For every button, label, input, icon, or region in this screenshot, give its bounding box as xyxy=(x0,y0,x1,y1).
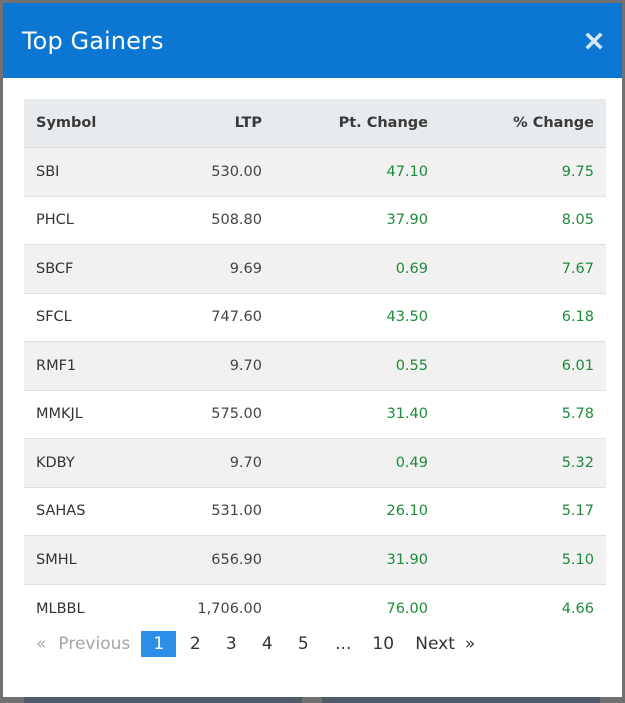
page-button-3[interactable]: 3 xyxy=(225,634,237,654)
table-row[interactable]: SBI 530.00 47.10 9.75 xyxy=(24,147,606,197)
cell-pct-change: 5.32 xyxy=(440,438,606,488)
table-row[interactable]: SBCF 9.69 0.69 7.67 xyxy=(24,244,606,294)
gainers-table-container: Symbol LTP Pt. Change % Change SBI 530.00… xyxy=(24,99,606,633)
cell-pt-change: 31.90 xyxy=(274,535,440,585)
gainers-table: Symbol LTP Pt. Change % Change SBI 530.00… xyxy=(24,99,606,633)
cell-ltp: 747.60 xyxy=(164,293,274,342)
cell-pct-change: 5.17 xyxy=(440,487,606,536)
column-header-ltp[interactable]: LTP xyxy=(164,99,274,148)
cell-pt-change: 76.00 xyxy=(386,600,428,617)
column-header-symbol[interactable]: Symbol xyxy=(24,99,164,148)
cell-pct-change: 5.78 xyxy=(440,390,606,439)
close-button[interactable] xyxy=(583,30,605,52)
cell-pt-change: 37.90 xyxy=(274,196,440,245)
cell-pt-change: 31.40 xyxy=(274,390,440,439)
cell-pct-change: 5.10 xyxy=(440,535,606,585)
table-row[interactable]: SAHAS 531.00 26.10 5.17 xyxy=(24,487,606,536)
cell-symbol[interactable]: SAHAS xyxy=(24,487,164,536)
background-bar xyxy=(24,697,302,703)
cell-ltp: 530.00 xyxy=(164,147,274,197)
table-row[interactable]: KDBY 9.70 0.49 5.32 xyxy=(24,438,606,488)
modal-header: Top Gainers xyxy=(3,3,622,78)
cell-pct-change: 6.18 xyxy=(440,293,606,342)
cell-ltp: 9.69 xyxy=(164,244,274,294)
cell-pt-change: 26.10 xyxy=(274,487,440,536)
cell-ltp: 9.70 xyxy=(164,438,274,488)
page-button-1[interactable]: 1 xyxy=(141,631,177,657)
cell-ltp: 656.90 xyxy=(164,535,274,585)
previous-label: Previous xyxy=(58,634,131,654)
cell-ltp: 508.80 xyxy=(164,196,274,245)
cell-symbol[interactable]: SMHL xyxy=(24,535,164,585)
table-row[interactable]: SFCL 747.60 43.50 6.18 xyxy=(24,293,606,342)
cell-pt-change: 47.10 xyxy=(274,147,440,197)
next-page-button[interactable]: Next » xyxy=(401,631,481,657)
cell-symbol[interactable]: MMKJL xyxy=(24,390,164,439)
double-chevron-right-icon: » xyxy=(464,634,476,654)
column-header-pct-change[interactable]: % Change xyxy=(440,99,606,148)
modal-title: Top Gainers xyxy=(22,26,164,55)
cell-symbol[interactable]: KDBY xyxy=(24,438,164,488)
table-row[interactable]: MLBBL 1,706.00 76.00 4.66 xyxy=(24,584,606,633)
cell-pt-change: 0.55 xyxy=(274,341,440,391)
table-row[interactable]: MMKJL 575.00 31.40 5.78 xyxy=(24,390,606,439)
cell-symbol[interactable]: SBCF xyxy=(24,244,164,294)
pagination-ellipsis: ... xyxy=(335,634,352,654)
cell-symbol[interactable]: MLBBL xyxy=(36,600,85,617)
cell-symbol[interactable]: SFCL xyxy=(24,293,164,342)
cell-pct-change: 9.75 xyxy=(440,147,606,197)
page-button-2[interactable]: 2 xyxy=(189,634,201,654)
cell-ltp: 1,706.00 xyxy=(197,600,262,617)
close-icon xyxy=(585,31,603,50)
table-row[interactable]: PHCL 508.80 37.90 8.05 xyxy=(24,196,606,245)
cell-pct-change: 6.01 xyxy=(440,341,606,391)
cell-pt-change: 43.50 xyxy=(274,293,440,342)
background-bar xyxy=(322,697,600,703)
cell-pct-change: 4.66 xyxy=(561,600,594,617)
page-button-5[interactable]: 5 xyxy=(297,634,309,654)
pagination: « Previous 1 2 3 4 5 ... 10 Next » xyxy=(30,631,481,657)
cell-pct-change: 7.67 xyxy=(440,244,606,294)
cell-pt-change: 0.69 xyxy=(274,244,440,294)
top-gainers-modal: Top Gainers Symbol LTP Pt. Change % Chan… xyxy=(3,3,622,697)
column-header-pt-change[interactable]: Pt. Change xyxy=(274,99,440,148)
page-button-10[interactable]: 10 xyxy=(372,634,395,654)
cell-pt-change: 0.49 xyxy=(274,438,440,488)
previous-page-button[interactable]: « Previous xyxy=(30,631,140,657)
next-label: Next xyxy=(415,634,455,654)
table-row[interactable]: SMHL 656.90 31.90 5.10 xyxy=(24,535,606,585)
cell-ltp: 531.00 xyxy=(164,487,274,536)
page-button-4[interactable]: 4 xyxy=(261,634,273,654)
table-header-row: Symbol LTP Pt. Change % Change xyxy=(24,99,606,148)
cell-symbol[interactable]: RMF1 xyxy=(24,341,164,391)
cell-ltp: 9.70 xyxy=(164,341,274,391)
table-body: SBI 530.00 47.10 9.75 PHCL 508.80 37.90 8.05 SBC… xyxy=(24,147,606,633)
cell-ltp: 575.00 xyxy=(164,390,274,439)
table-row[interactable]: RMF1 9.70 0.55 6.01 xyxy=(24,341,606,391)
double-chevron-left-icon: « xyxy=(36,634,47,654)
cell-pct-change: 8.05 xyxy=(440,196,606,245)
cell-symbol[interactable]: PHCL xyxy=(24,196,164,245)
cell-symbol[interactable]: SBI xyxy=(24,147,164,197)
